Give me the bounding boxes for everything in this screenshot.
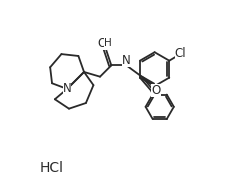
Text: N: N bbox=[122, 54, 131, 67]
Text: HCl: HCl bbox=[40, 161, 64, 175]
Text: O: O bbox=[151, 84, 161, 97]
Text: N: N bbox=[63, 82, 71, 96]
Text: H: H bbox=[104, 38, 112, 48]
Text: Cl: Cl bbox=[175, 47, 187, 60]
Text: O: O bbox=[98, 37, 107, 50]
